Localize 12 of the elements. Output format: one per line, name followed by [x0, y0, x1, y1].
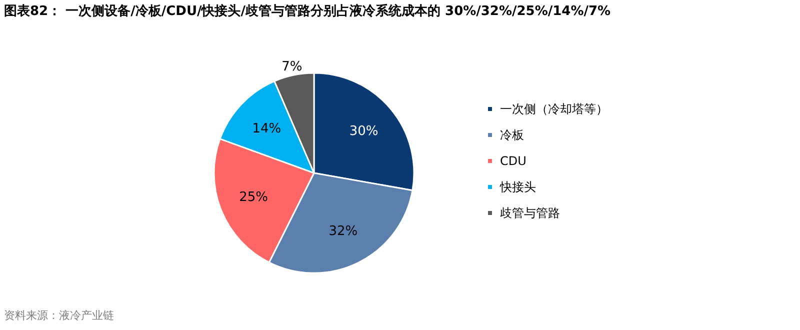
legend-label: 一次侧（冷却塔等）: [500, 102, 608, 116]
legend-label: 歧管与管路: [500, 206, 560, 220]
data-label: 14%: [252, 121, 282, 136]
data-label: 32%: [328, 224, 358, 240]
text: 资料来源：液冷产业链: [4, 309, 114, 322]
legend-label: CDU: [500, 154, 526, 168]
legend-label: 冷板: [500, 128, 524, 142]
legend-label: 快接头: [499, 180, 536, 194]
chart-title: 图表82： 一次侧设备/冷板/CDU/快接头/歧管与管路分别占液冷系统成本的 30%/32%/25%/14%/7%: [4, 3, 611, 19]
data-label: 25%: [239, 190, 268, 205]
data-label: 30%: [349, 124, 378, 140]
data-label: 7%: [282, 59, 302, 74]
